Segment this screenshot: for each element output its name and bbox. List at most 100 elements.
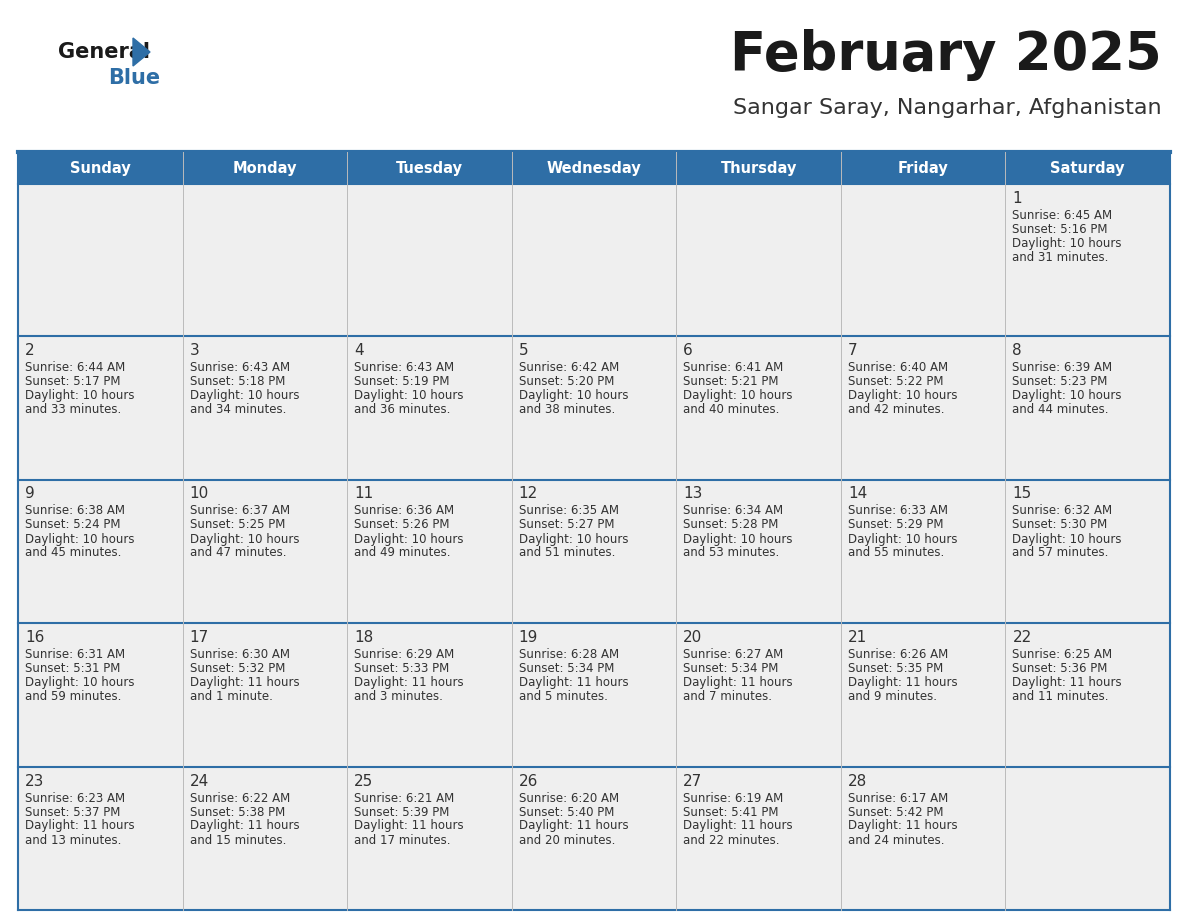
Text: Sunset: 5:24 PM: Sunset: 5:24 PM	[25, 519, 120, 532]
Text: Wednesday: Wednesday	[546, 161, 642, 175]
Text: Sunrise: 6:27 AM: Sunrise: 6:27 AM	[683, 648, 784, 661]
Text: 27: 27	[683, 774, 702, 789]
Bar	[183, 336, 347, 479]
Text: Daylight: 10 hours: Daylight: 10 hours	[1012, 237, 1121, 250]
Text: and 34 minutes.: and 34 minutes.	[190, 403, 286, 416]
Text: Sunset: 5:42 PM: Sunset: 5:42 PM	[848, 805, 943, 819]
Text: 16: 16	[25, 630, 44, 645]
Text: and 57 minutes.: and 57 minutes.	[1012, 546, 1108, 559]
Bar	[676, 479, 841, 623]
Text: Daylight: 11 hours: Daylight: 11 hours	[519, 676, 628, 689]
Text: Sunrise: 6:44 AM: Sunrise: 6:44 AM	[25, 361, 125, 374]
Text: Sunset: 5:38 PM: Sunset: 5:38 PM	[190, 805, 285, 819]
Text: Daylight: 10 hours: Daylight: 10 hours	[519, 389, 628, 402]
Text: Sunrise: 6:21 AM: Sunrise: 6:21 AM	[354, 791, 454, 804]
Text: Daylight: 11 hours: Daylight: 11 hours	[848, 820, 958, 833]
Text: Sunset: 5:34 PM: Sunset: 5:34 PM	[683, 662, 778, 675]
Text: and 49 minutes.: and 49 minutes.	[354, 546, 450, 559]
Text: 2: 2	[25, 343, 34, 358]
Text: Sunset: 5:16 PM: Sunset: 5:16 PM	[1012, 223, 1108, 236]
Text: Sunset: 5:31 PM: Sunset: 5:31 PM	[25, 662, 120, 675]
Text: Tuesday: Tuesday	[396, 161, 463, 175]
Text: 20: 20	[683, 630, 702, 645]
Text: Daylight: 10 hours: Daylight: 10 hours	[25, 532, 134, 545]
Text: and 1 minute.: and 1 minute.	[190, 690, 272, 703]
Text: 25: 25	[354, 774, 373, 789]
Polygon shape	[133, 38, 150, 66]
Bar	[183, 479, 347, 623]
Text: 23: 23	[25, 774, 44, 789]
Bar	[512, 184, 676, 336]
Text: and 36 minutes.: and 36 minutes.	[354, 403, 450, 416]
Text: Daylight: 11 hours: Daylight: 11 hours	[354, 820, 463, 833]
Text: 13: 13	[683, 487, 702, 501]
Text: and 40 minutes.: and 40 minutes.	[683, 403, 779, 416]
Text: 10: 10	[190, 487, 209, 501]
Text: General: General	[58, 42, 150, 62]
Text: and 51 minutes.: and 51 minutes.	[519, 546, 615, 559]
Text: Saturday: Saturday	[1050, 161, 1125, 175]
Text: Sunrise: 6:22 AM: Sunrise: 6:22 AM	[190, 791, 290, 804]
Bar	[512, 623, 676, 767]
Text: Daylight: 11 hours: Daylight: 11 hours	[519, 820, 628, 833]
Text: Daylight: 11 hours: Daylight: 11 hours	[683, 676, 792, 689]
Text: Sunrise: 6:25 AM: Sunrise: 6:25 AM	[1012, 648, 1112, 661]
Text: Sunset: 5:32 PM: Sunset: 5:32 PM	[190, 662, 285, 675]
Bar	[1005, 623, 1170, 767]
Text: and 24 minutes.: and 24 minutes.	[848, 834, 944, 846]
Text: and 59 minutes.: and 59 minutes.	[25, 690, 121, 703]
Text: Daylight: 10 hours: Daylight: 10 hours	[1012, 389, 1121, 402]
Text: Sunrise: 6:36 AM: Sunrise: 6:36 AM	[354, 505, 454, 518]
Text: 8: 8	[1012, 343, 1022, 358]
Bar	[347, 623, 512, 767]
Text: Sunset: 5:27 PM: Sunset: 5:27 PM	[519, 519, 614, 532]
Text: Friday: Friday	[898, 161, 948, 175]
Text: Sunrise: 6:32 AM: Sunrise: 6:32 AM	[1012, 505, 1112, 518]
Text: and 42 minutes.: and 42 minutes.	[848, 403, 944, 416]
Text: Daylight: 11 hours: Daylight: 11 hours	[354, 676, 463, 689]
Text: Daylight: 10 hours: Daylight: 10 hours	[848, 532, 958, 545]
Bar	[676, 184, 841, 336]
Text: Sunset: 5:17 PM: Sunset: 5:17 PM	[25, 375, 120, 388]
Bar	[183, 767, 347, 910]
Text: Sunday: Sunday	[70, 161, 131, 175]
Text: Daylight: 10 hours: Daylight: 10 hours	[25, 676, 134, 689]
Text: and 47 minutes.: and 47 minutes.	[190, 546, 286, 559]
Bar	[1005, 336, 1170, 479]
Text: Sunrise: 6:34 AM: Sunrise: 6:34 AM	[683, 505, 783, 518]
Bar	[841, 479, 1005, 623]
Bar	[347, 336, 512, 479]
Bar	[841, 184, 1005, 336]
Text: and 7 minutes.: and 7 minutes.	[683, 690, 772, 703]
Text: Sunrise: 6:45 AM: Sunrise: 6:45 AM	[1012, 209, 1112, 222]
Text: 9: 9	[25, 487, 34, 501]
Bar	[676, 767, 841, 910]
Text: 4: 4	[354, 343, 364, 358]
Text: 17: 17	[190, 630, 209, 645]
Text: Sunset: 5:26 PM: Sunset: 5:26 PM	[354, 519, 449, 532]
Text: and 3 minutes.: and 3 minutes.	[354, 690, 443, 703]
Bar	[512, 479, 676, 623]
Text: Sunrise: 6:37 AM: Sunrise: 6:37 AM	[190, 505, 290, 518]
Text: Sunrise: 6:17 AM: Sunrise: 6:17 AM	[848, 791, 948, 804]
Text: Daylight: 11 hours: Daylight: 11 hours	[848, 676, 958, 689]
Text: 15: 15	[1012, 487, 1031, 501]
Text: Blue: Blue	[108, 68, 160, 88]
Text: and 11 minutes.: and 11 minutes.	[1012, 690, 1108, 703]
Text: Thursday: Thursday	[720, 161, 797, 175]
Text: 18: 18	[354, 630, 373, 645]
Bar	[183, 184, 347, 336]
Text: Sunset: 5:28 PM: Sunset: 5:28 PM	[683, 519, 778, 532]
Text: Sunset: 5:21 PM: Sunset: 5:21 PM	[683, 375, 779, 388]
Text: Sangar Saray, Nangarhar, Afghanistan: Sangar Saray, Nangarhar, Afghanistan	[733, 98, 1162, 118]
Text: Sunset: 5:20 PM: Sunset: 5:20 PM	[519, 375, 614, 388]
Text: Sunset: 5:18 PM: Sunset: 5:18 PM	[190, 375, 285, 388]
Text: Sunset: 5:37 PM: Sunset: 5:37 PM	[25, 805, 120, 819]
Text: 5: 5	[519, 343, 529, 358]
Text: 24: 24	[190, 774, 209, 789]
Bar	[183, 623, 347, 767]
Text: and 45 minutes.: and 45 minutes.	[25, 546, 121, 559]
Text: and 53 minutes.: and 53 minutes.	[683, 546, 779, 559]
Bar	[347, 767, 512, 910]
Text: 14: 14	[848, 487, 867, 501]
